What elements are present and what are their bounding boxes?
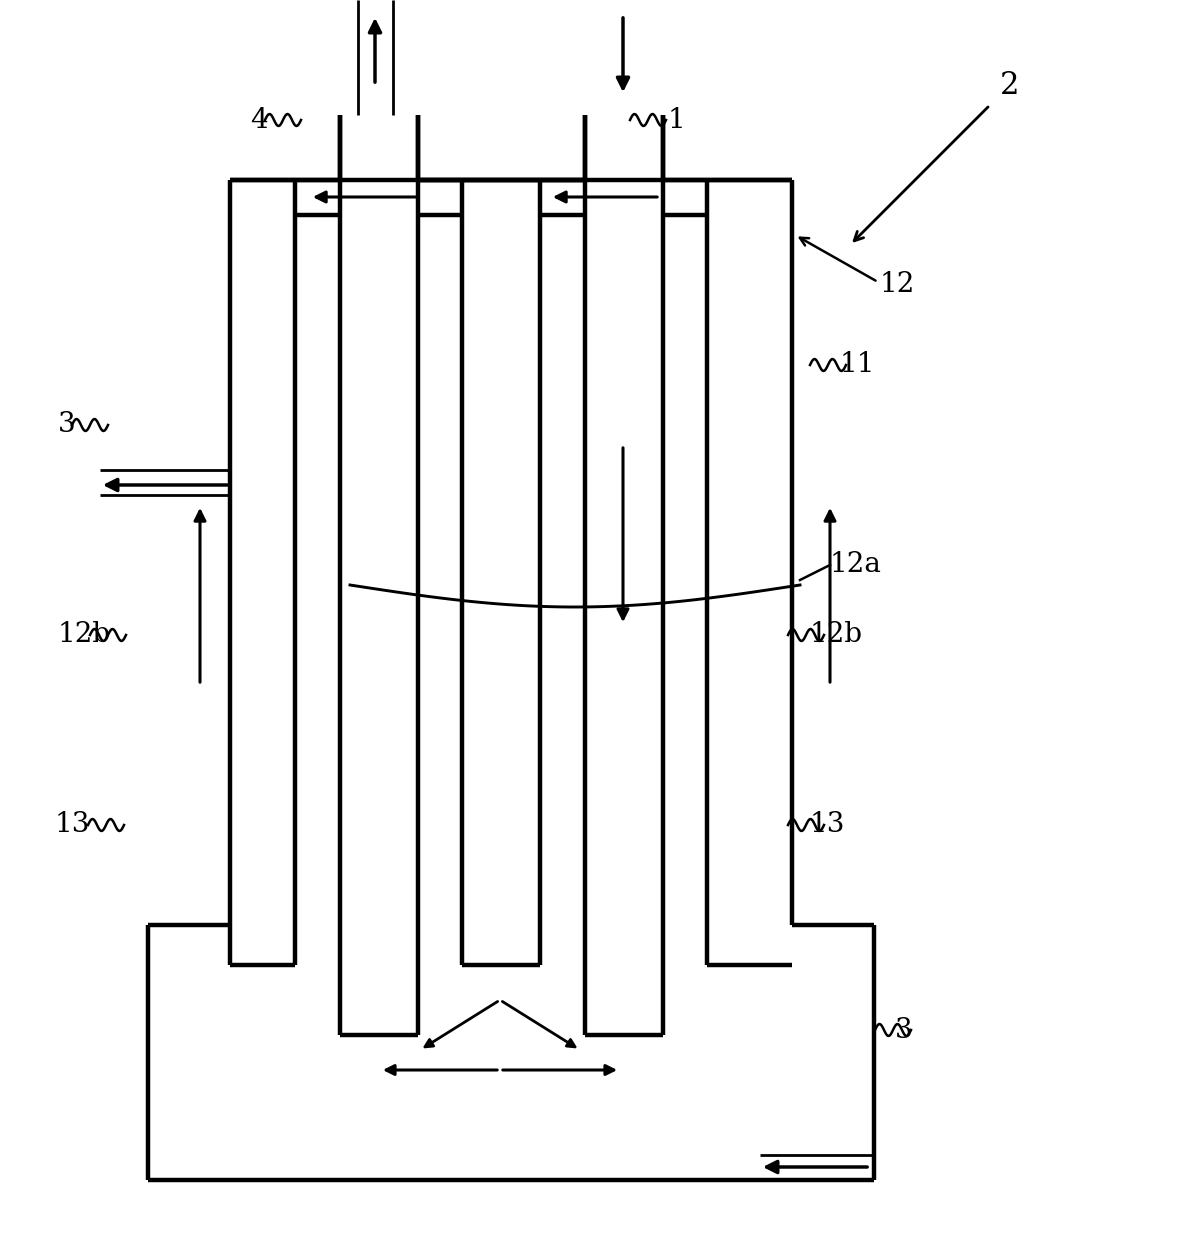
Text: 12: 12: [880, 271, 916, 299]
Text: 13: 13: [810, 812, 845, 838]
Text: 2: 2: [1000, 70, 1019, 101]
Text: 12b: 12b: [810, 621, 863, 649]
Text: 1: 1: [668, 107, 686, 133]
Text: 12a: 12a: [831, 552, 882, 579]
Text: 3: 3: [58, 412, 76, 438]
Text: 3: 3: [895, 1016, 912, 1043]
Text: 12b: 12b: [58, 621, 111, 649]
Text: 11: 11: [840, 351, 875, 378]
Text: 13: 13: [55, 812, 90, 838]
Text: 4: 4: [250, 107, 268, 133]
